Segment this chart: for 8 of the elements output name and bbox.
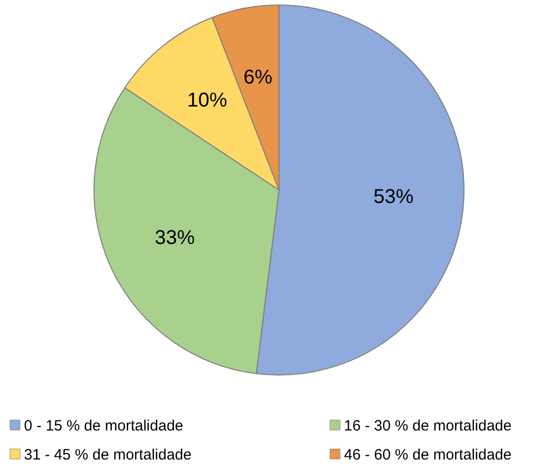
data-label: 53% (373, 186, 414, 208)
legend-label: 16 - 30 % de mortalidade (344, 418, 512, 434)
legend-label: 46 - 60 % de mortalidade (344, 446, 512, 464)
data-label: 10% (187, 90, 228, 112)
data-label: 33% (154, 226, 196, 249)
legend-label: 0 - 15 % de mortalidade (24, 418, 184, 434)
legend-label: 31 - 45 % de mortalidade (24, 446, 192, 464)
data-label: 6% (243, 66, 273, 88)
